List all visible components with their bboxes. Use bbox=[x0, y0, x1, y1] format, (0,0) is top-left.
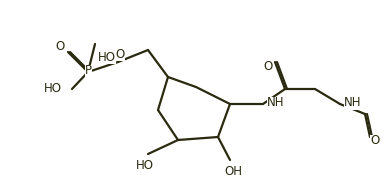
Text: O: O bbox=[115, 47, 125, 60]
Text: P: P bbox=[85, 65, 92, 78]
Text: HO: HO bbox=[136, 159, 154, 172]
Text: OH: OH bbox=[224, 165, 242, 178]
Text: O: O bbox=[55, 41, 65, 54]
Text: NH: NH bbox=[267, 97, 284, 109]
Text: NH: NH bbox=[344, 97, 362, 109]
Text: HO: HO bbox=[98, 51, 116, 64]
Text: O: O bbox=[370, 135, 379, 147]
Text: HO: HO bbox=[44, 81, 62, 94]
Text: O: O bbox=[263, 60, 273, 73]
